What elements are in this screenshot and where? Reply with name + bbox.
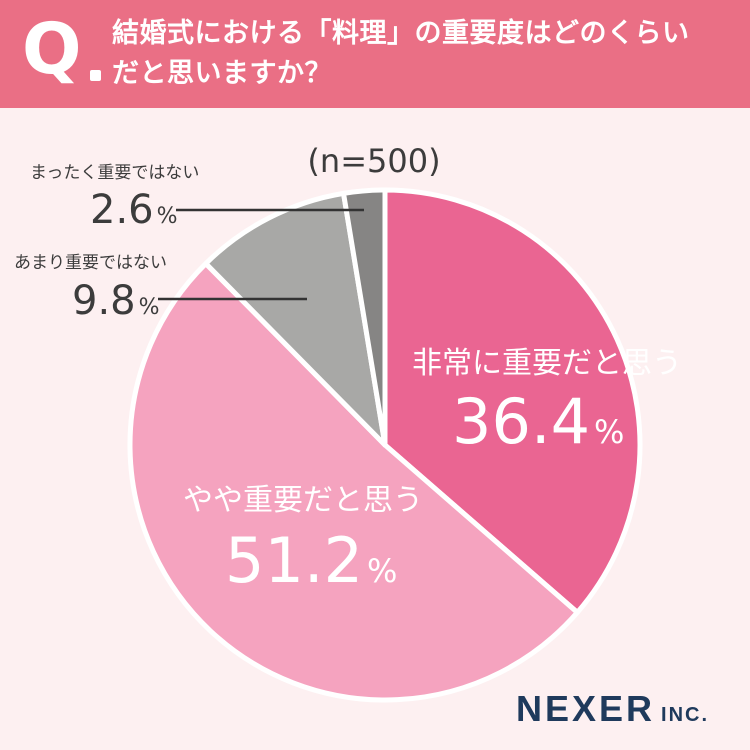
slice-somewhat-important xyxy=(127,261,580,703)
slice-value-very-important: 36.4% xyxy=(452,385,624,458)
slice-not-important xyxy=(341,187,388,448)
question-line-2: だと思いますか？ xyxy=(112,58,332,89)
slice-label-very-important: 非常に重要だと思う xyxy=(412,346,682,381)
question-header: Q 結婚式における「料理」の重要度はどのくらい だと思いますか？ xyxy=(0,0,750,108)
pie-slices xyxy=(127,187,643,703)
slice-value-number-somewhat-important: 51.2 xyxy=(225,524,363,597)
slice-label-somewhat-important: やや重要だと思う xyxy=(183,483,423,518)
brand-name: NEXER xyxy=(516,688,656,729)
slice-value-unit-somewhat-important: % xyxy=(367,552,397,590)
slice-value-somewhat-important: 51.2% xyxy=(225,524,397,597)
slice-not-very-important xyxy=(203,190,388,448)
question-text: 結婚式における「料理」の重要度はどのくらい だと思いますか？ xyxy=(112,14,742,94)
slice-value-not-very-important: 9.8% xyxy=(72,278,160,324)
question-line-1: 結婚式における「料理」の重要度はどのくらい xyxy=(112,18,690,49)
q-mark: Q xyxy=(22,8,82,90)
slice-value-not-important: 2.6% xyxy=(90,187,178,233)
nexer-logo: NEXER INC. xyxy=(516,688,709,730)
slice-very-important xyxy=(382,187,643,615)
slice-label-not-very-important: あまり重要ではない xyxy=(14,253,167,273)
slice-label-not-important: まったく重要ではない xyxy=(30,163,199,183)
slice-value-unit-not-important: % xyxy=(157,204,178,229)
slice-value-number-not-very-important: 9.8 xyxy=(72,278,136,324)
slice-value-unit-very-important: % xyxy=(594,413,624,451)
slice-value-unit-not-very-important: % xyxy=(139,295,160,320)
slice-value-number-not-important: 2.6 xyxy=(90,187,154,233)
brand-suffix: INC. xyxy=(661,704,710,726)
q-dot xyxy=(90,70,101,81)
sample-size-label: (n=500) xyxy=(307,142,440,180)
slice-value-number-very-important: 36.4 xyxy=(452,385,590,458)
